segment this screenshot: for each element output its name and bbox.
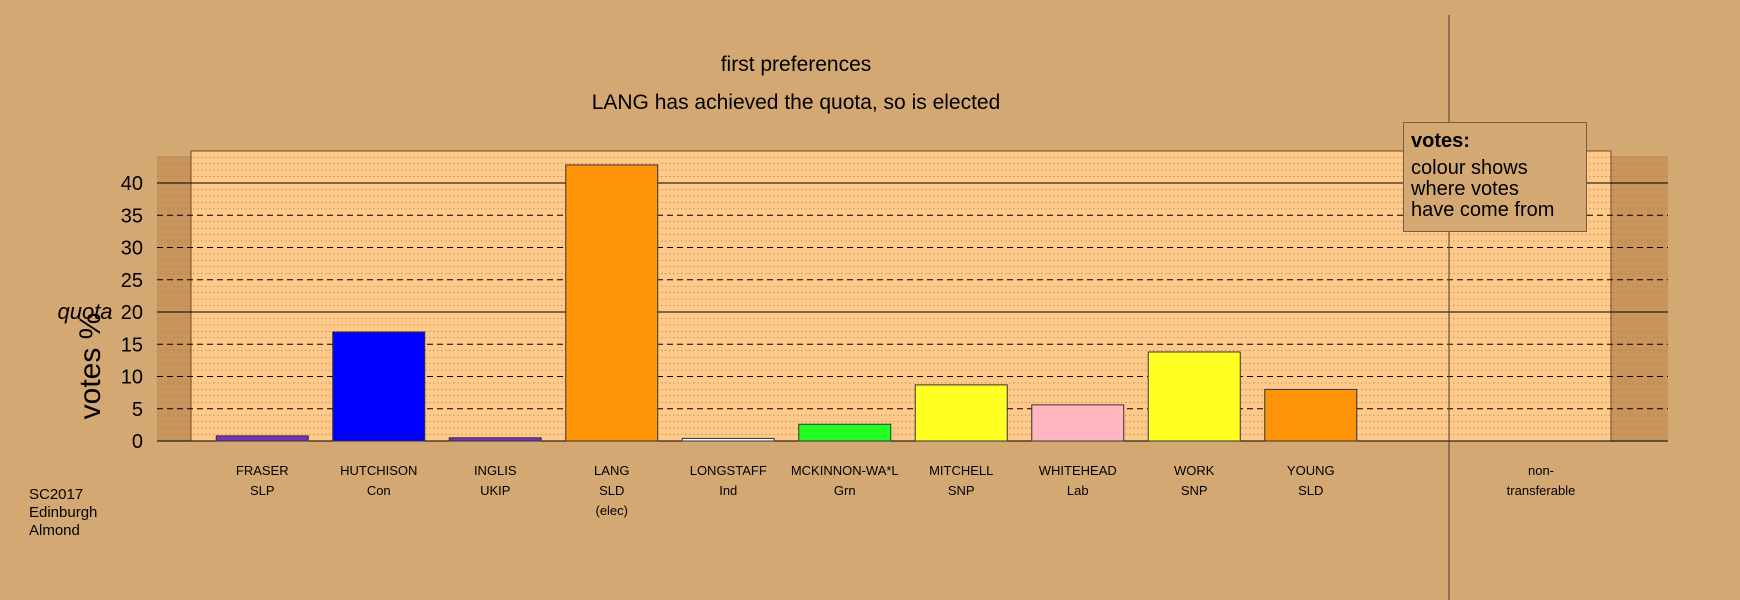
candidate-name-label: FRASER: [236, 463, 289, 478]
non-transferable-label: non-: [1528, 463, 1554, 478]
candidate-name-label: INGLIS: [474, 463, 517, 478]
legend-line: where votes: [1411, 178, 1519, 200]
legend: votes: colour shows where votes have com…: [1403, 122, 1587, 232]
bar: [215, 435, 309, 442]
bar: [448, 437, 542, 442]
y-tick-label: 15: [121, 334, 143, 356]
legend-line: have come from: [1411, 199, 1555, 221]
party-label: SNP: [1181, 483, 1208, 498]
y-tick-label: 5: [132, 399, 143, 421]
party-label: SLD: [1298, 483, 1323, 498]
constituency-caption: SC2017 Edinburgh Almond: [29, 486, 97, 540]
candidate-name-label: WORK: [1174, 463, 1215, 478]
candidate-name-label: WHITEHEAD: [1039, 463, 1117, 478]
bar: [1264, 388, 1358, 442]
party-label: Con: [367, 483, 391, 498]
legend-line: colour shows: [1411, 157, 1528, 179]
party-label: Ind: [719, 483, 737, 498]
candidate-name-label: LANG: [594, 463, 629, 478]
non-transferable-label: transferable: [1507, 483, 1576, 498]
bar: [914, 384, 1008, 442]
candidate-name-label: MITCHELL: [929, 463, 993, 478]
y-axis-label: votes %: [74, 313, 107, 420]
party-label: UKIP: [480, 483, 510, 498]
y-tick-label: 40: [121, 173, 143, 195]
party-label: SNP: [948, 483, 975, 498]
y-tick-label: 30: [121, 238, 143, 260]
caption-line: Almond: [29, 522, 80, 539]
bar: [1031, 404, 1125, 442]
legend-title: votes:: [1411, 130, 1470, 152]
plot-area: [190, 150, 1612, 442]
candidate-name-label: HUTCHISON: [340, 463, 417, 478]
bar: [1147, 351, 1241, 442]
party-label: Lab: [1067, 483, 1089, 498]
bar: [332, 331, 426, 442]
candidate-name-label: YOUNG: [1287, 463, 1335, 478]
quota-label: quota: [57, 299, 112, 324]
bar: [681, 437, 775, 442]
party-label: SLP: [250, 483, 275, 498]
bar: [798, 423, 892, 442]
party-label: SLD: [599, 483, 624, 498]
y-tick-label: 0: [132, 431, 143, 453]
y-tick-label: 25: [121, 270, 143, 292]
chart-subtitle: LANG has achieved the quota, so is elect…: [592, 91, 1001, 114]
candidate-name-label: LONGSTAFF: [690, 463, 767, 478]
chart-title: first preferences: [721, 53, 872, 76]
y-tick-label: 35: [121, 205, 143, 227]
elected-note-label: (elec): [595, 503, 628, 518]
bar: [565, 164, 659, 442]
y-tick-label: 20: [121, 302, 143, 324]
y-tick-label: 10: [121, 367, 143, 389]
caption-line: SC2017: [29, 486, 84, 503]
party-label: Grn: [834, 483, 856, 498]
caption-line: Edinburgh: [29, 504, 98, 521]
candidate-name-label: MCKINNON-WA*L: [791, 463, 899, 478]
